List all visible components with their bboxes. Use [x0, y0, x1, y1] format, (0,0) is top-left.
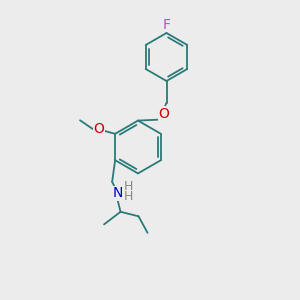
- Text: H: H: [124, 190, 134, 203]
- Text: H: H: [124, 180, 134, 193]
- Text: O: O: [159, 107, 170, 121]
- Text: F: F: [163, 18, 170, 32]
- Text: O: O: [93, 122, 104, 136]
- Text: N: N: [112, 186, 123, 200]
